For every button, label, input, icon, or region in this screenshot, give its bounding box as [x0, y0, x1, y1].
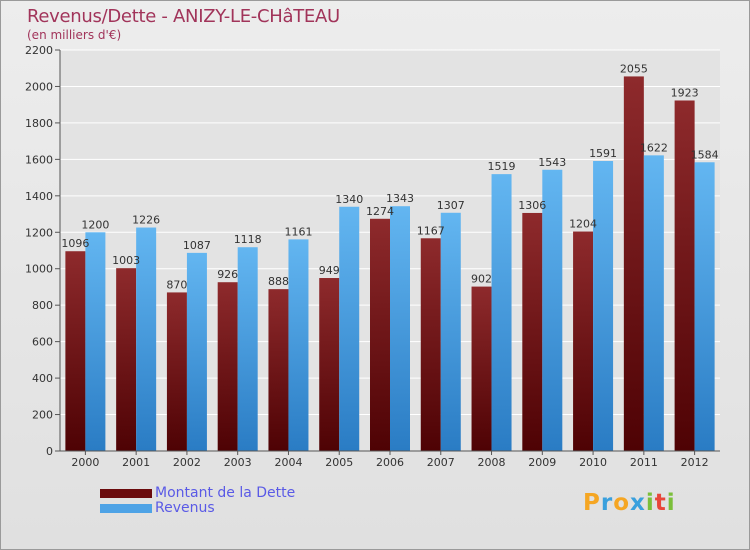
data-label: 1274 — [366, 205, 394, 218]
logo-letter: i — [666, 490, 676, 516]
x-tick-label: 2000 — [71, 456, 99, 469]
y-tick-label: 2200 — [25, 44, 53, 57]
bar-revenus — [643, 155, 664, 451]
y-tick-label: 800 — [32, 299, 53, 312]
bar-dette — [268, 289, 289, 451]
data-label: 1226 — [132, 214, 160, 227]
y-tick-label: 2000 — [25, 80, 53, 93]
bar-dette — [370, 218, 390, 451]
bar-dette — [674, 100, 695, 451]
bar-dette — [573, 231, 594, 451]
data-label: 1519 — [488, 160, 516, 173]
chart-title: Revenus/Dette - ANIZY-LE-CHâTEAU — [27, 6, 340, 27]
data-label: 1087 — [183, 239, 211, 252]
y-tick-label: 200 — [32, 409, 53, 422]
logo-letter: i — [645, 490, 655, 516]
data-label: 1543 — [538, 156, 566, 169]
data-label: 888 — [268, 275, 289, 288]
logo-letter: x — [630, 490, 646, 516]
x-tick-label: 2009 — [528, 456, 556, 469]
bar-dette — [471, 286, 492, 451]
data-label: 1923 — [671, 86, 699, 99]
y-tick-label: 1800 — [25, 117, 53, 130]
bar-revenus — [237, 247, 258, 451]
y-tick-label: 1400 — [25, 190, 53, 203]
logo-letter: r — [600, 490, 614, 516]
bar-revenus — [440, 212, 461, 451]
bar-dette — [623, 76, 644, 452]
data-label: 1167 — [417, 224, 445, 237]
data-label: 1591 — [589, 147, 617, 160]
x-tick-label: 2007 — [427, 456, 455, 469]
bar-revenus — [593, 161, 614, 451]
y-tick-label: 1000 — [25, 263, 53, 276]
y-tick-label: 1200 — [25, 226, 53, 239]
data-label: 1204 — [569, 218, 597, 231]
x-tick-label: 2005 — [325, 456, 353, 469]
data-label: 1118 — [234, 233, 262, 246]
logo-letter: P — [583, 490, 601, 516]
x-tick-label: 2003 — [224, 456, 252, 469]
y-tick-label: 0 — [46, 445, 53, 458]
bar-dette — [319, 278, 340, 451]
bar-dette — [166, 292, 187, 451]
bar-revenus — [491, 174, 512, 451]
data-label: 1343 — [386, 192, 414, 205]
bar-revenus — [339, 206, 360, 451]
data-label: 926 — [217, 268, 238, 281]
x-tick-label: 2011 — [630, 456, 658, 469]
x-tick-label: 2012 — [681, 456, 709, 469]
logo-letter: o — [613, 490, 631, 516]
data-label: 1584 — [691, 148, 719, 161]
y-tick-label: 600 — [32, 336, 53, 349]
data-label: 1306 — [518, 199, 546, 212]
bar-revenus — [186, 252, 207, 451]
bar-revenus — [542, 169, 563, 452]
data-label: 902 — [471, 273, 492, 286]
legend-swatch-revenus — [100, 504, 152, 513]
y-tick-label: 1600 — [25, 153, 53, 166]
bar-dette — [522, 212, 543, 451]
x-tick-label: 2001 — [122, 456, 150, 469]
y-tick-label: 400 — [32, 372, 53, 385]
bar-dette — [217, 282, 238, 451]
x-tick-label: 2010 — [579, 456, 607, 469]
bar-revenus — [288, 239, 309, 451]
data-label: 1003 — [112, 254, 140, 267]
x-tick-label: 2002 — [173, 456, 201, 469]
data-label: 1307 — [437, 199, 465, 212]
data-label: 949 — [319, 264, 340, 277]
data-label: 870 — [166, 278, 187, 291]
x-tick-label: 2008 — [478, 456, 506, 469]
data-label: 1161 — [284, 225, 312, 238]
chart-subtitle: (en milliers d'€) — [27, 28, 122, 42]
legend-label-revenus: Revenus — [155, 500, 215, 516]
x-tick-label: 2006 — [376, 456, 404, 469]
bar-dette — [65, 251, 86, 451]
bar-revenus — [390, 206, 410, 451]
x-tick-label: 2004 — [274, 456, 302, 469]
bar-revenus — [136, 227, 157, 451]
proxiti-logo: Proxiti — [583, 490, 676, 516]
legend-label-dette: Montant de la Dette — [155, 485, 296, 501]
data-label: 1200 — [81, 218, 109, 231]
logo-letter: t — [654, 490, 667, 516]
data-label: 1096 — [61, 237, 89, 250]
data-label: 2055 — [620, 62, 648, 75]
bar-dette — [116, 268, 137, 451]
data-label: 1622 — [640, 141, 668, 154]
bar-revenus — [85, 232, 106, 451]
bar-dette — [420, 238, 441, 451]
bar-revenus — [694, 162, 715, 451]
legend-swatch-dette — [100, 489, 152, 498]
data-label: 1340 — [335, 193, 363, 206]
